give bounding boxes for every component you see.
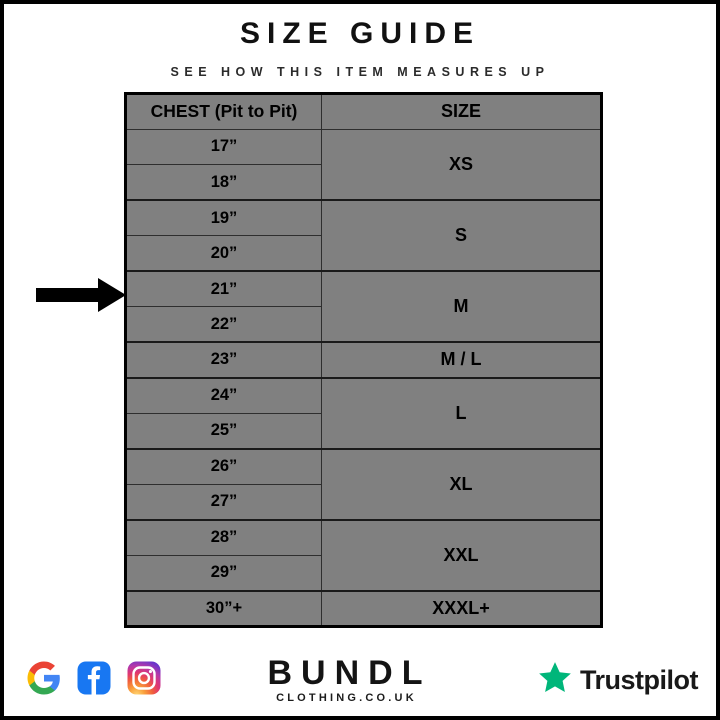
size-cell[interactable]: XXXL+: [321, 589, 602, 627]
table-row[interactable]: 23” M / L: [125, 341, 602, 378]
instagram-icon[interactable]: [126, 660, 162, 701]
table-row[interactable]: 29”: [125, 554, 602, 591]
chest-cell[interactable]: 27”: [125, 483, 322, 520]
table-row[interactable]: 26” XL: [125, 447, 602, 520]
trustpilot-logo[interactable]: Trustpilot: [536, 659, 698, 702]
table-row[interactable]: 17” XS: [125, 128, 602, 201]
size-cell[interactable]: M / L: [321, 341, 602, 378]
size-cell[interactable]: L: [321, 376, 602, 449]
page-subtitle: SEE HOW THIS ITEM MEASURES UP: [170, 65, 550, 79]
chest-cell[interactable]: 24”: [125, 376, 322, 414]
column-header-size: SIZE: [321, 93, 602, 130]
chest-cell[interactable]: 17”: [125, 128, 322, 165]
chest-cell[interactable]: 28”: [125, 518, 322, 556]
size-cell[interactable]: XL: [321, 447, 602, 520]
brand-name: BUNDL: [267, 654, 432, 692]
table-row[interactable]: 24” L: [125, 376, 602, 449]
table-header: CHEST (Pit to Pit) SIZE: [125, 93, 602, 130]
chest-cell[interactable]: 30”+: [125, 589, 322, 627]
column-header-chest: CHEST (Pit to Pit): [125, 93, 322, 130]
chest-cell[interactable]: 29”: [125, 554, 322, 591]
page-title: SIZE GUIDE: [239, 17, 481, 50]
chest-cell[interactable]: 18”: [125, 164, 322, 201]
google-icon[interactable]: [26, 660, 62, 701]
chest-cell[interactable]: 26”: [125, 447, 322, 485]
chest-cell[interactable]: 23”: [125, 341, 322, 378]
table-row[interactable]: 19” S: [125, 199, 602, 272]
chest-cell[interactable]: 22”: [125, 306, 322, 343]
size-cell[interactable]: XS: [321, 128, 602, 201]
chest-cell[interactable]: 25”: [125, 412, 322, 449]
size-cell[interactable]: M: [321, 270, 602, 343]
trustpilot-star-icon: [536, 659, 574, 702]
header: SIZE GUIDE SEE HOW THIS ITEM MEASURES UP: [4, 4, 716, 80]
table-body: 17” XS 18” 19” S 20” 21” M 22” 23” M / L 24” L 25” 26”…: [125, 128, 602, 627]
right-arrow-icon: [36, 278, 126, 312]
size-table: CHEST (Pit to Pit) SIZE 17” XS 18” 19” S 20” 2…: [124, 92, 603, 628]
footer: BUNDL CLOTHING.CO.UK Trustpilot: [4, 644, 716, 716]
chest-cell[interactable]: 20”: [125, 235, 322, 272]
size-cell[interactable]: XXL: [321, 518, 602, 591]
table-row[interactable]: 25”: [125, 412, 602, 449]
table-row[interactable]: 20”: [125, 235, 602, 272]
table-row[interactable]: 21” M: [125, 270, 602, 343]
trustpilot-name: Trustpilot: [579, 664, 699, 695]
size-table-wrap: CHEST (Pit to Pit) SIZE 17” XS 18” 19” S 20” 2…: [124, 92, 603, 628]
brand-subtitle: CLOTHING.CO.UK: [276, 692, 417, 704]
table-row[interactable]: 28” XXL: [125, 518, 602, 591]
table-row[interactable]: 27”: [125, 483, 602, 520]
header-row: CHEST (Pit to Pit) SIZE: [125, 93, 602, 130]
size-cell[interactable]: S: [321, 199, 602, 272]
social-links: [26, 660, 162, 701]
brand-logo: BUNDL CLOTHING.CO.UK: [259, 655, 432, 705]
chest-cell[interactable]: 21”: [125, 270, 322, 307]
chest-cell[interactable]: 19”: [125, 199, 322, 236]
facebook-icon[interactable]: [76, 660, 112, 701]
table-row[interactable]: 30”+ XXXL+: [125, 589, 602, 627]
table-row[interactable]: 18”: [125, 164, 602, 201]
